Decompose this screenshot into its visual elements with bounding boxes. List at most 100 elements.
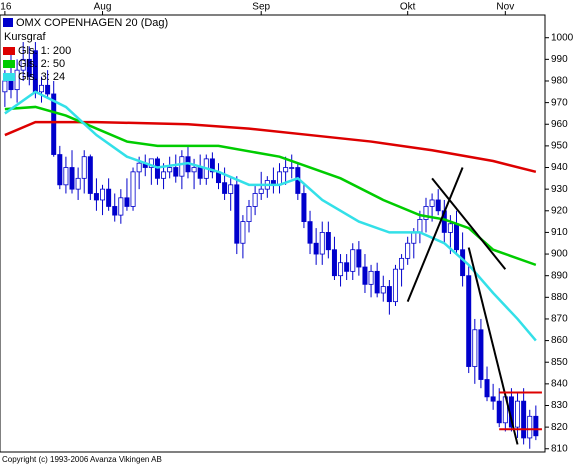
x-tick-label: Aug [94,2,112,13]
candle-body [472,329,478,367]
candle-body [209,158,215,173]
candle-body [39,84,45,93]
legend-swatch [3,47,15,55]
candle-body [429,199,435,207]
candle-body [106,188,112,207]
candle-body [93,193,99,201]
candle-body [362,266,368,285]
candle-body [515,400,521,428]
legend-swatch [3,60,15,68]
candle-body [454,223,460,251]
y-tick-label: 880 [551,292,568,303]
candle-body [405,242,411,259]
candle-body [368,270,374,285]
candle-body [392,268,398,303]
chart-title: OMX COPENHAGEN 20 (Dag) [16,17,168,29]
candle-body [350,249,356,272]
candle-body [307,221,313,244]
moving-average-line [4,105,537,267]
candle-body [124,197,130,207]
y-tick-label: 810 [551,443,568,454]
candle-body [338,262,344,277]
candle-body [521,400,527,439]
y-tick-label: 840 [551,378,568,389]
candle-body [173,167,179,177]
candle-body [26,58,32,78]
y-tick-label: 820 [551,422,568,433]
candle-body [258,188,264,194]
legend-label: Gls. 3: 24 [18,71,65,83]
y-tick-label: 940 [551,162,568,173]
drawn-line [431,177,507,270]
copyright: Copyright (c) 1993-2006 Avanza Vikingen … [2,455,162,464]
candle-body [527,415,533,439]
candle-body [161,171,167,179]
candle-body [197,167,203,179]
candle-body [148,158,154,168]
y-tick-label: 920 [551,205,568,216]
candle-body [331,249,337,277]
candle-body [69,167,75,190]
candle-body [484,379,490,398]
candle-body [466,275,472,367]
candle-body [252,193,258,207]
candle-body [301,193,307,223]
candle-body [234,184,240,244]
candle-body [20,58,26,71]
plot-frame [0,14,546,453]
candle-body [325,232,331,251]
y-tick-label: 870 [551,314,568,325]
candle-body [240,221,246,244]
candle-body [460,249,466,277]
legend-label: Gls. 1: 200 [18,45,71,57]
y-tick-label: 850 [551,357,568,368]
candle-body [118,197,124,216]
y-tick-label: 960 [551,119,568,130]
candle-body [423,206,429,220]
candle-body [130,171,136,207]
candle-body [136,162,142,173]
candle-body [283,167,289,173]
candle-body [399,257,405,270]
candle-body [417,219,423,233]
candle-body [313,242,319,255]
candle-body [319,232,325,255]
candle-body [112,206,118,216]
candle-body [386,286,392,303]
candle-body [51,93,57,155]
legend-swatch [3,73,15,81]
candle-body [478,329,484,380]
y-tick-label: 990 [551,54,568,65]
candle-body [435,199,441,212]
candle-body [344,262,350,272]
candle-body [2,80,8,93]
subtitle: Kursgraf [4,31,47,43]
y-tick-label: 910 [551,227,568,238]
candle-body [87,156,93,194]
candle-body [411,232,417,244]
candle-body [228,184,234,194]
candle-body [277,171,283,186]
x-tick-label: Sep [252,2,270,13]
main-swatch [3,18,13,27]
candle-body [289,167,295,169]
candle-body [490,396,496,402]
candle-body [100,188,106,201]
y-tick-label: 950 [551,141,568,152]
y-tick-label: 930 [551,184,568,195]
candle-body [380,286,386,294]
drawn-line [406,167,464,303]
y-tick-label: 900 [551,249,568,260]
legend-label: Gls. 2: 50 [18,58,65,70]
x-tick-label: '16 [0,2,12,13]
y-tick-label: 830 [551,400,568,411]
y-tick-label: 1000 [551,32,574,43]
x-tick-label: Nov [496,2,514,13]
drawn-line [467,247,519,445]
candle-body [45,84,51,95]
candle-body [246,206,252,223]
y-tick-label: 890 [551,270,568,281]
candle-body [75,177,81,190]
x-tick-label: Okt [400,2,416,13]
